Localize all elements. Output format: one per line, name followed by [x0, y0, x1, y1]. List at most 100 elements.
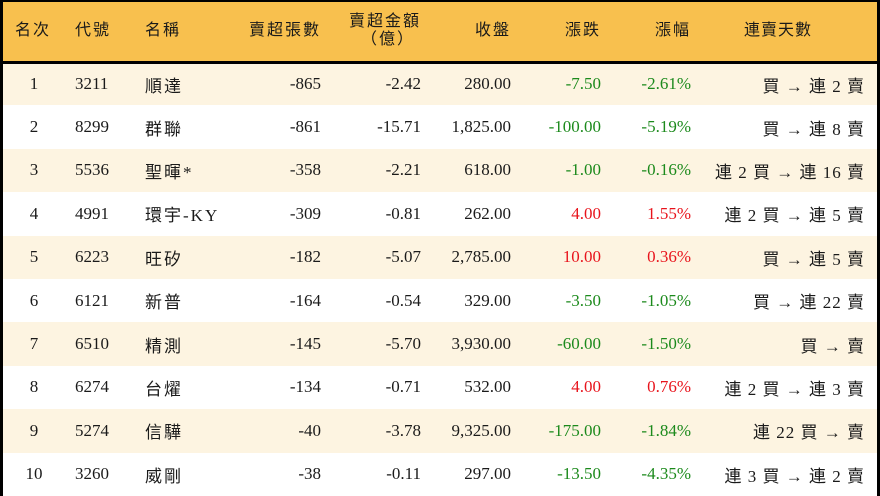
cell-rank: 8	[29, 377, 39, 397]
cell-net-sell-amount: -15.71	[377, 117, 421, 137]
cell-streak: 買 → 連 5 賣	[762, 249, 865, 269]
cell-close: 618.00	[464, 160, 511, 180]
table-header-row: 名次 代號 名稱 賣超張數 賣超金額 （億） 收盤 漲跌 漲幅 連賣天數	[3, 2, 877, 62]
table-row: 10 3260 威剛 -38 -0.11 297.00 -13.50 -4.35…	[3, 452, 877, 496]
cell-net-sell-amount: -2.21	[385, 160, 421, 180]
cell-name: 精測	[145, 336, 183, 356]
header-rank: 名次	[15, 22, 52, 40]
cell-close: 329.00	[464, 290, 511, 310]
cell-change: -100.00	[548, 117, 601, 137]
cell-streak: 連 2 買 → 連 16 賣	[715, 162, 865, 182]
cell-change: -175.00	[548, 420, 601, 440]
table-row: 4 4991 環宇-KY -309 -0.81 262.00 4.00 1.55…	[3, 192, 877, 236]
cell-rank: 10	[25, 464, 43, 484]
cell-close: 532.00	[464, 377, 511, 397]
cell-change-pct: 0.36%	[647, 247, 691, 267]
cell-code: 5536	[75, 160, 109, 180]
cell-name: 新普	[145, 293, 183, 313]
cell-name: 順達	[145, 76, 183, 96]
cell-change: 4.00	[571, 203, 601, 223]
cell-name: 聖暉*	[145, 162, 194, 182]
cell-change: 4.00	[571, 377, 601, 397]
header-change-pct: 漲幅	[654, 22, 691, 40]
cell-rank: 5	[29, 247, 39, 267]
cell-change: -13.50	[557, 464, 601, 484]
cell-code: 8299	[75, 117, 109, 137]
cell-change-pct: -4.35%	[641, 464, 691, 484]
header-close: 收盤	[474, 22, 511, 40]
cell-close: 1,825.00	[451, 117, 512, 137]
cell-net-sell-lots: -182	[289, 247, 321, 267]
cell-net-sell-amount: -0.54	[385, 290, 421, 310]
table-row: 9 5274 信驊 -40 -3.78 9,325.00 -175.00 -1.…	[3, 409, 877, 453]
header-net-sell-amount-unit: （億）	[360, 31, 415, 49]
cell-rank: 4	[29, 203, 39, 223]
cell-code: 6121	[75, 290, 109, 310]
cell-change-pct: 0.76%	[647, 377, 691, 397]
cell-net-sell-lots: -134	[289, 377, 321, 397]
header-code: 代號	[75, 22, 112, 40]
cell-net-sell-amount: -3.78	[385, 420, 421, 440]
cell-net-sell-lots: -38	[298, 464, 321, 484]
cell-net-sell-lots: -861	[289, 117, 321, 137]
cell-close: 262.00	[464, 203, 511, 223]
cell-net-sell-amount: -0.81	[385, 203, 421, 223]
header-name: 名稱	[145, 22, 182, 40]
cell-rank: 1	[29, 74, 39, 94]
cell-streak: 連 2 買 → 連 3 賣	[724, 379, 865, 399]
cell-rank: 2	[29, 117, 39, 137]
cell-rank: 7	[29, 334, 39, 354]
cell-code: 3211	[75, 74, 109, 94]
cell-name: 台燿	[145, 379, 183, 399]
table-row: 7 6510 精測 -145 -5.70 3,930.00 -60.00 -1.…	[3, 322, 877, 366]
cell-close: 9,325.00	[451, 420, 512, 440]
table-row: 3 5536 聖暉* -358 -2.21 618.00 -1.00 -0.16…	[3, 148, 877, 193]
net-sell-ranking-table: 名次 代號 名稱 賣超張數 賣超金額 （億） 收盤 漲跌 漲幅 連賣天數 1 3…	[3, 2, 877, 496]
cell-code: 5274	[75, 420, 109, 440]
cell-change-pct: -1.05%	[641, 290, 691, 310]
cell-streak: 買 → 連 2 賣	[762, 76, 865, 96]
cell-net-sell-lots: -40	[298, 420, 321, 440]
cell-name: 群聯	[145, 119, 183, 139]
cell-name: 旺矽	[145, 249, 183, 269]
cell-net-sell-amount: -0.71	[385, 377, 421, 397]
table-row: 2 8299 群聯 -861 -15.71 1,825.00 -100.00 -…	[3, 105, 877, 149]
cell-net-sell-amount: -5.70	[385, 334, 421, 354]
cell-change: -60.00	[557, 334, 601, 354]
cell-name: 信驊	[145, 423, 183, 443]
cell-change-pct: -2.61%	[641, 74, 691, 94]
cell-name: 環宇-KY	[145, 206, 220, 226]
cell-change: 10.00	[562, 247, 601, 267]
cell-change: -1.00	[565, 160, 601, 180]
table-row: 1 3211 順達 -865 -2.42 280.00 -7.50 -2.61%…	[3, 62, 877, 106]
cell-change: -7.50	[565, 74, 601, 94]
header-net-sell-amount: 賣超金額 （億）	[321, 2, 421, 62]
cell-streak: 買 → 連 22 賣	[753, 293, 865, 313]
table-body: 1 3211 順達 -865 -2.42 280.00 -7.50 -2.61%…	[3, 62, 877, 496]
cell-net-sell-amount: -2.42	[385, 74, 421, 94]
cell-rank: 6	[29, 290, 39, 310]
header-net-sell-lots: 賣超張數	[248, 22, 321, 40]
cell-code: 6274	[75, 377, 109, 397]
cell-change-pct: 1.55%	[647, 203, 691, 223]
cell-code: 4991	[75, 203, 109, 223]
cell-net-sell-lots: -358	[289, 160, 321, 180]
cell-net-sell-lots: -309	[289, 203, 321, 223]
cell-streak: 連 2 買 → 連 5 賣	[724, 206, 865, 226]
header-change: 漲跌	[564, 22, 601, 40]
cell-streak: 連 22 買 → 賣	[753, 423, 865, 443]
cell-change-pct: -5.19%	[641, 117, 691, 137]
cell-code: 6510	[75, 334, 109, 354]
cell-streak: 買 → 賣	[800, 336, 865, 356]
cell-net-sell-lots: -145	[289, 334, 321, 354]
cell-change-pct: -1.84%	[641, 420, 691, 440]
cell-name: 威剛	[145, 466, 183, 486]
cell-rank: 3	[29, 160, 39, 180]
cell-code: 3260	[75, 464, 109, 484]
header-streak: 連賣天數	[743, 22, 812, 40]
table-row: 8 6274 台燿 -134 -0.71 532.00 4.00 0.76% 連…	[3, 365, 877, 410]
cell-close: 297.00	[464, 464, 511, 484]
cell-rank: 9	[29, 420, 39, 440]
table-row: 5 6223 旺矽 -182 -5.07 2,785.00 10.00 0.36…	[3, 235, 877, 279]
